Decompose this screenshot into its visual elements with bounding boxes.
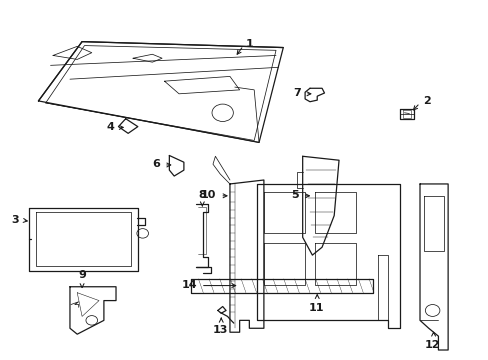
Text: 8: 8 — [198, 190, 206, 200]
Text: 9: 9 — [78, 270, 86, 280]
Text: 4: 4 — [106, 122, 114, 132]
Text: 2: 2 — [422, 96, 430, 106]
Text: 1: 1 — [245, 39, 253, 49]
Text: 14: 14 — [181, 280, 197, 290]
Text: 13: 13 — [212, 325, 227, 335]
Text: 5: 5 — [290, 190, 298, 200]
Text: 6: 6 — [152, 159, 160, 169]
Text: 12: 12 — [424, 340, 440, 350]
Text: 3: 3 — [11, 215, 19, 225]
Text: 11: 11 — [308, 302, 324, 312]
Text: 7: 7 — [293, 88, 301, 98]
Text: 10: 10 — [201, 190, 216, 200]
